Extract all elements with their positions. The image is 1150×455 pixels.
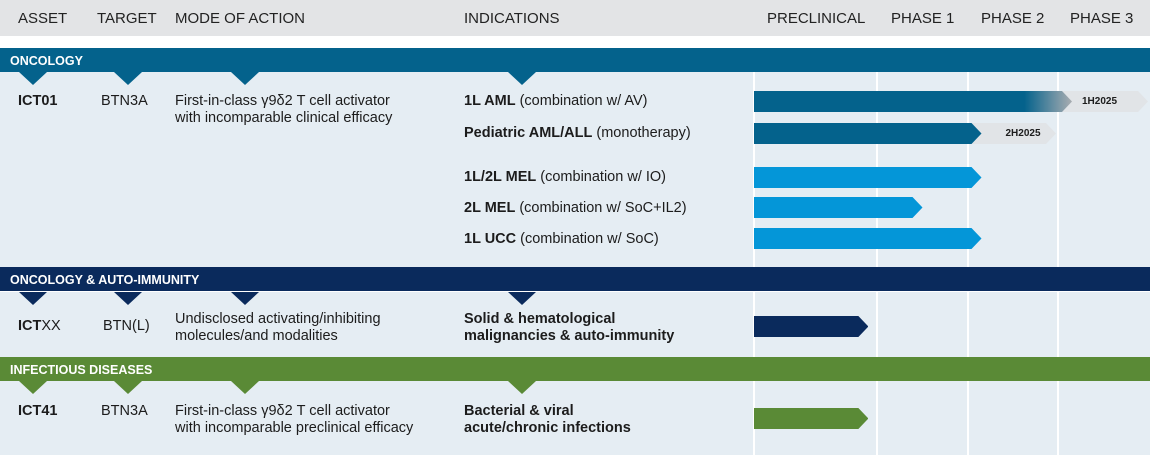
section-oncology: ONCOLOGY [0, 48, 1150, 72]
auto-immunity-body [0, 292, 1150, 357]
phase-gridline [1057, 292, 1059, 357]
milestone-label: 1H2025 [1044, 91, 1148, 112]
bar-pediatric-aml-all [754, 123, 982, 144]
pointer-notch [231, 292, 259, 305]
indication-line: Solid & hematological [464, 311, 616, 327]
section-oncology-auto-immunity: ONCOLOGY & AUTO-IMMUNITY [0, 267, 1150, 291]
pointer-notch [114, 381, 142, 394]
bar-2l-mel [754, 197, 923, 218]
pointer-notch [508, 381, 536, 394]
phase-gridline [876, 381, 878, 455]
indication-1l-ucc: 1L UCC (combination w/ SoC) [464, 231, 659, 247]
indication-pediatric: Pediatric AML/ALL (monotherapy) [464, 125, 691, 141]
phase-gridline [967, 381, 969, 455]
target-btn3a: BTN3A [101, 403, 148, 419]
moa-line: with incomparable clinical efficacy [175, 110, 393, 126]
indication-line: malignancies & auto-immunity [464, 328, 675, 344]
header-asset: ASSET [18, 10, 68, 27]
indication-1l-aml: 1L AML (combination w/ AV) [464, 93, 648, 109]
pointer-notch [508, 72, 536, 85]
bar-ictxx [754, 316, 868, 337]
header-phase2: PHASE 2 [981, 10, 1045, 27]
target-btn3a: BTN3A [101, 93, 148, 109]
phase-gridline [1057, 72, 1059, 267]
pointer-notch [114, 72, 142, 85]
header-preclinical: PRECLINICAL [767, 10, 866, 27]
header-phase3: PHASE 3 [1070, 10, 1134, 27]
moa-line: First-in-class γ9δ2 T cell activator [175, 93, 390, 109]
bar-1l-aml [754, 91, 1072, 112]
phase-gridline [967, 292, 969, 357]
milestone-label: 2H2025 [968, 123, 1057, 144]
bar-ict41 [754, 408, 868, 429]
section-infectious-diseases: INFECTIOUS DISEASES [0, 357, 1150, 381]
indication-2l-mel: 2L MEL (combination w/ SoC+IL2) [464, 200, 687, 216]
pointer-notch [231, 381, 259, 394]
moa-line: First-in-class γ9δ2 T cell activator [175, 403, 390, 419]
indication-line: acute/chronic infections [464, 420, 631, 436]
pointer-notch [19, 72, 47, 85]
table-header: ASSET TARGET MODE OF ACTION INDICATIONS … [0, 0, 1150, 36]
asset-ict01: ICT01 [18, 93, 58, 109]
infectious-body [0, 381, 1150, 455]
header-moa: MODE OF ACTION [175, 10, 306, 27]
header-target: TARGET [97, 10, 157, 27]
asset-ict41: ICT41 [18, 403, 58, 419]
pointer-notch [114, 292, 142, 305]
bar-1l2l-mel [754, 167, 982, 188]
target-btnl: BTN(L) [103, 318, 150, 334]
pointer-notch [19, 292, 47, 305]
indication-line: Bacterial & viral [464, 403, 574, 419]
moa-line: Undisclosed activating/inhibiting [175, 311, 381, 327]
pointer-notch [231, 72, 259, 85]
bar-1l-ucc [754, 228, 982, 249]
phase-gridline [1057, 381, 1059, 455]
moa-line: molecules/and modalities [175, 328, 338, 344]
indication-1l2l-mel: 1L/2L MEL (combination w/ IO) [464, 169, 666, 185]
header-indications: INDICATIONS [464, 10, 560, 27]
pointer-notch [19, 381, 47, 394]
phase-gridline [876, 292, 878, 357]
header-phase1: PHASE 1 [891, 10, 955, 27]
asset-ictxx: ICTXX [18, 318, 61, 334]
moa-line: with incomparable preclinical efficacy [175, 420, 414, 436]
pointer-notch [508, 292, 536, 305]
